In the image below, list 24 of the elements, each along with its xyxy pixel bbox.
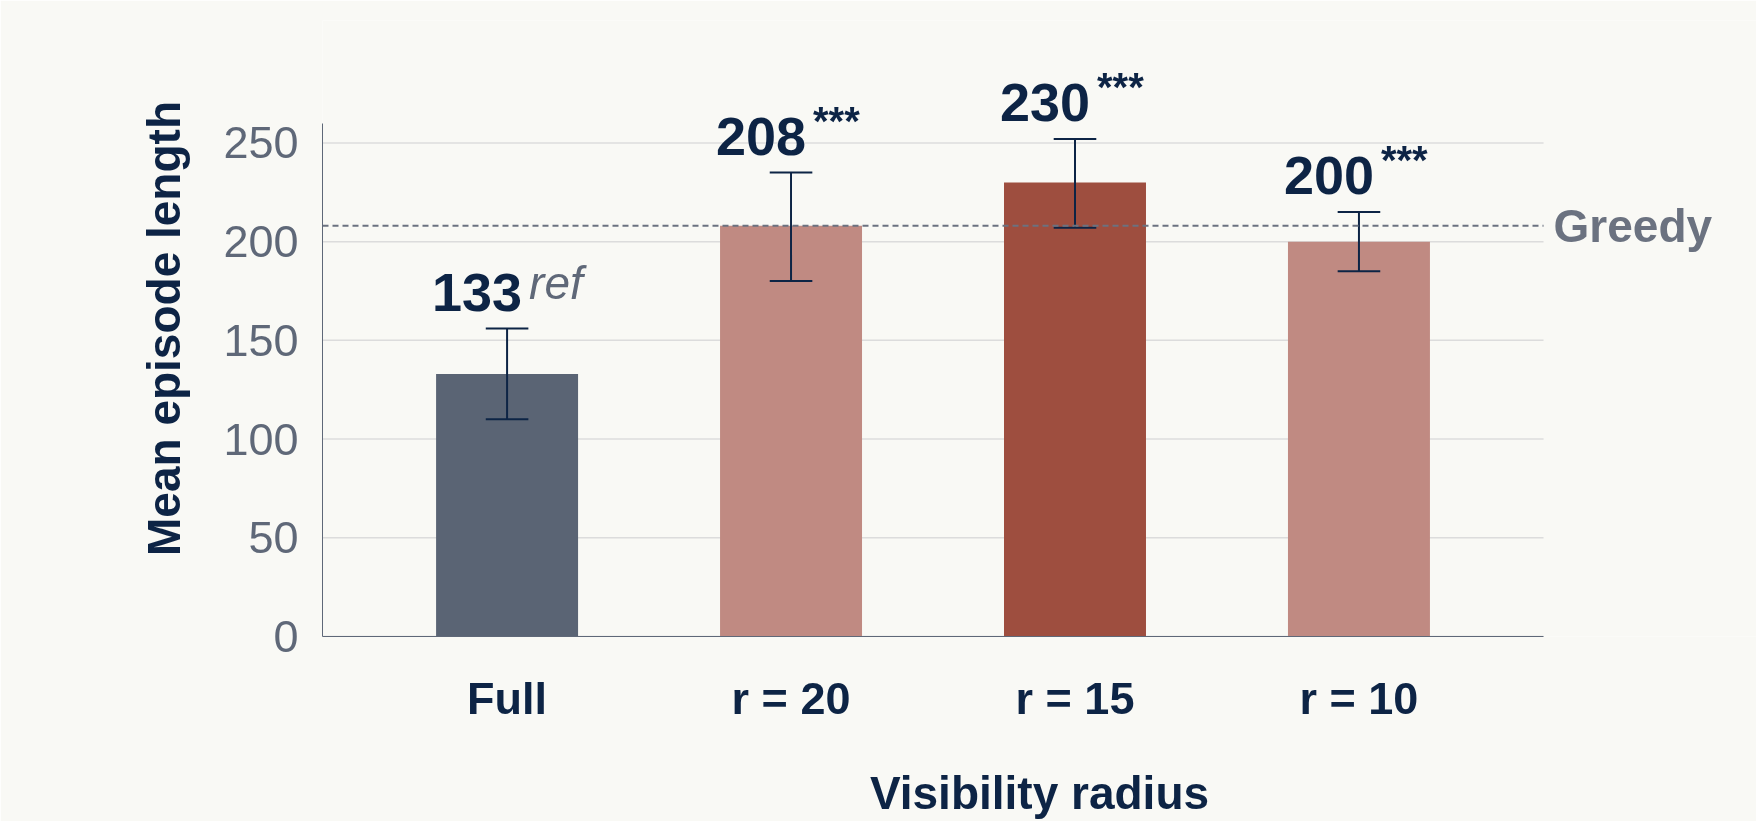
data-label: 200: [1283, 145, 1375, 206]
bar: [720, 225, 863, 637]
x-tick-label: r = 10: [1299, 672, 1419, 724]
y-tick-label: 0: [273, 611, 299, 662]
annotation: ***: [813, 98, 861, 143]
y-tick-label: 50: [248, 512, 299, 564]
bar: [1287, 241, 1430, 637]
y-tick-label: 100: [223, 413, 299, 465]
data-label: 133: [432, 261, 523, 322]
data-label: 208: [715, 105, 807, 166]
x-axis-title: Visibility radius: [869, 766, 1210, 819]
x-tick-label: Full: [467, 672, 548, 724]
y-axis-title: Mean episode length: [138, 101, 191, 556]
x-tick-label: r = 20: [731, 672, 851, 724]
annotation: ref: [529, 256, 587, 309]
annotation: ***: [1096, 64, 1145, 109]
annotation: ***: [1380, 138, 1429, 183]
x-tick-label: r = 15: [1015, 672, 1135, 724]
y-tick-label: 150: [223, 314, 299, 366]
y-tick-label: 200: [223, 216, 299, 268]
data-label: 230: [999, 71, 1091, 132]
ref-line-label: Greedy: [1553, 199, 1713, 252]
y-tick-label: 250: [223, 117, 299, 169]
bar: [1004, 182, 1146, 637]
